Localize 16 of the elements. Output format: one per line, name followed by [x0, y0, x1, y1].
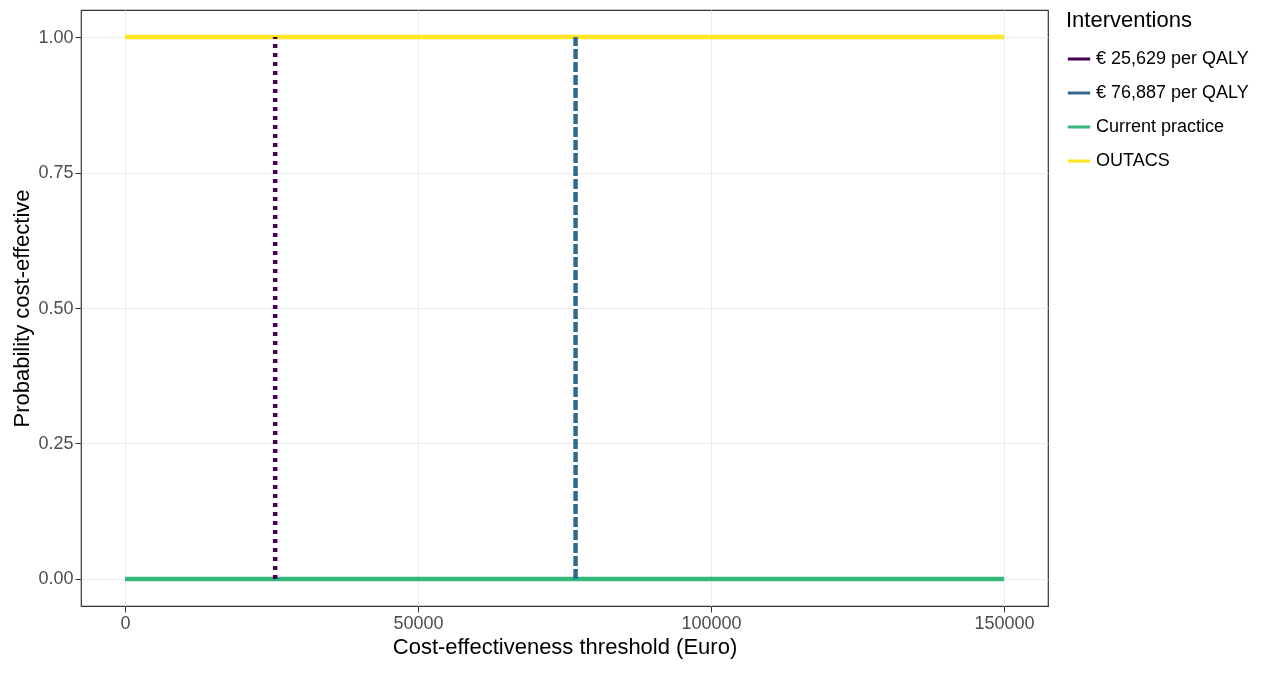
x-tick-label: 150000	[974, 612, 1035, 633]
y-tick-label: 1.00	[38, 26, 74, 47]
legend-label: OUTACS	[1096, 150, 1170, 170]
x-axis-title: Cost-effectiveness threshold (Euro)	[392, 633, 738, 659]
y-axis-title: Probability cost-effective	[9, 189, 35, 428]
y-tick-label: 0.50	[38, 297, 74, 318]
y-tick-label: 0.00	[38, 568, 74, 589]
legend-title: Interventions	[1066, 7, 1192, 32]
y-tick-label: 0.25	[38, 432, 74, 453]
x-tick-label: 50000	[393, 612, 444, 633]
legend-label: Current practice	[1096, 116, 1225, 136]
x-tick-label: 100000	[681, 612, 742, 633]
legend-label: € 76,887 per QALY	[1096, 82, 1249, 102]
legend-label: € 25,629 per QALY	[1096, 48, 1249, 68]
y-tick-label: 0.75	[38, 162, 74, 183]
x-tick-label: 0	[120, 612, 131, 633]
